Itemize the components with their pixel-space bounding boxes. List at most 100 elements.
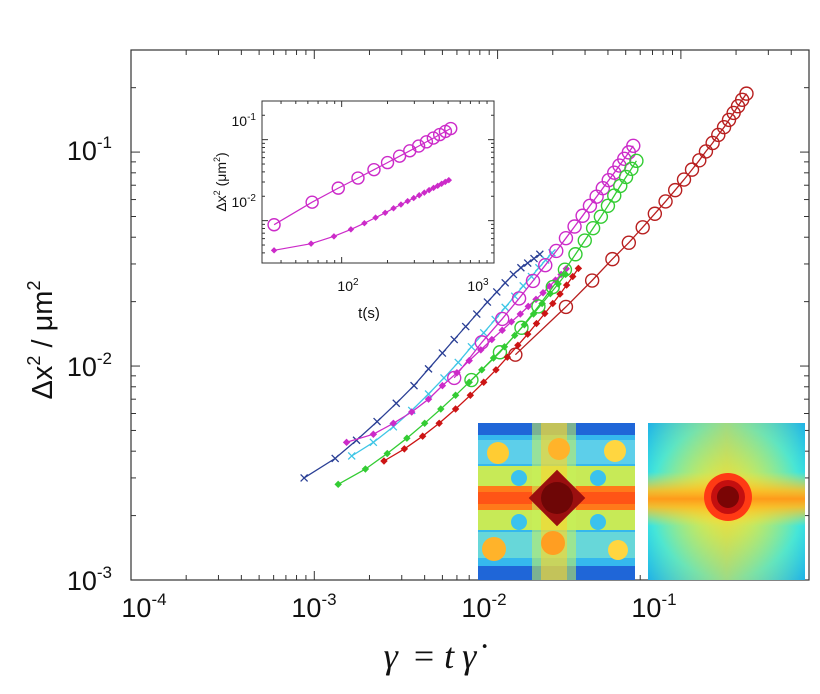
data-point-diamond bbox=[430, 184, 437, 192]
data-point-diamond bbox=[342, 438, 351, 447]
data-point-circle bbox=[635, 220, 650, 235]
series-magenta-diamond bbox=[342, 264, 571, 447]
x-tick-label-1e-3: 10-3 bbox=[291, 590, 336, 623]
x-tick-label-1e-2: 10-2 bbox=[461, 590, 506, 623]
data-point-circle bbox=[593, 209, 609, 224]
data-point-diamond bbox=[532, 295, 540, 304]
data-point-circle bbox=[567, 219, 582, 234]
data-point-x bbox=[450, 335, 459, 344]
data-point-diamond bbox=[524, 302, 532, 311]
data-point-diamond bbox=[492, 366, 500, 374]
data-point-diamond bbox=[410, 194, 417, 202]
data-point-circle bbox=[492, 345, 508, 360]
data-point-x bbox=[300, 473, 309, 482]
data-point-diamond bbox=[541, 309, 549, 318]
data-point-diamond bbox=[424, 395, 433, 403]
data-point-x bbox=[392, 399, 401, 408]
inset-series-group bbox=[267, 121, 458, 254]
series-inset-magenta-diamond bbox=[270, 176, 453, 254]
data-point-diamond bbox=[574, 264, 583, 273]
data-point-circle bbox=[577, 233, 592, 248]
data-point-diamond bbox=[451, 405, 460, 413]
data-point-diamond bbox=[418, 432, 427, 440]
data-point-diamond bbox=[421, 189, 428, 196]
data-point-circle bbox=[618, 169, 634, 185]
data-point-diamond bbox=[407, 408, 416, 416]
data-point-diamond bbox=[361, 219, 368, 227]
data-point-diamond bbox=[361, 465, 370, 473]
data-point-diamond bbox=[437, 405, 445, 413]
data-point-diamond bbox=[532, 319, 541, 328]
data-point-diamond bbox=[330, 233, 338, 240]
series-line-darkred-circle bbox=[514, 93, 748, 356]
data-point-circle bbox=[525, 273, 541, 289]
data-point-circle bbox=[444, 121, 458, 136]
data-point-diamond bbox=[498, 326, 506, 334]
data-point-circle bbox=[531, 299, 546, 314]
data-point-diamond bbox=[334, 480, 342, 489]
inset-x-tick-label-1e3: 103 bbox=[467, 277, 489, 294]
data-point-diamond bbox=[404, 197, 411, 205]
inset-plot-frame bbox=[261, 100, 495, 264]
inset-y-tick-label-1e-1: 10-1 bbox=[232, 112, 257, 129]
data-point-circle bbox=[380, 155, 395, 170]
data-point-x bbox=[472, 310, 481, 319]
data-point-circle bbox=[557, 262, 573, 277]
data-point-circle bbox=[568, 247, 583, 262]
data-point-diamond bbox=[479, 378, 488, 386]
data-point-x bbox=[479, 328, 488, 337]
x-axis-label: γ = t γ̇ bbox=[384, 636, 488, 676]
data-point-diamond bbox=[539, 289, 547, 297]
data-point-circle bbox=[716, 120, 732, 135]
data-point-circle bbox=[601, 172, 616, 188]
data-point-circle bbox=[495, 311, 510, 327]
data-point-circle bbox=[447, 370, 462, 386]
data-point-diamond bbox=[372, 214, 379, 221]
data-point-circle bbox=[474, 335, 489, 350]
diffuse-structure-factor-heatmap bbox=[648, 423, 805, 580]
data-point-diamond bbox=[451, 391, 460, 400]
inset-x-tick-label-1e2: 102 bbox=[337, 277, 359, 294]
series-line-magenta-diamond bbox=[346, 268, 567, 443]
main-plot-frame bbox=[130, 49, 810, 581]
inset-x-axis-label: t(s) bbox=[358, 305, 380, 322]
data-point-diamond bbox=[400, 445, 409, 453]
data-point-x bbox=[501, 278, 510, 287]
data-point-circle bbox=[584, 273, 600, 288]
data-point-diamond bbox=[416, 191, 423, 199]
data-point-circle bbox=[549, 243, 564, 259]
data-point-x bbox=[369, 438, 378, 447]
data-point-diamond bbox=[383, 449, 391, 458]
data-point-diamond bbox=[466, 391, 475, 400]
main-series-group bbox=[300, 86, 754, 489]
data-point-x bbox=[331, 454, 340, 463]
series-navy-x bbox=[300, 250, 544, 482]
x-tick-label-1e-1: 10-1 bbox=[631, 590, 676, 623]
data-point-diamond bbox=[556, 290, 564, 298]
data-point-diamond bbox=[380, 457, 388, 465]
data-point-x bbox=[516, 263, 525, 272]
data-point-x bbox=[410, 381, 418, 390]
data-point-diamond bbox=[507, 318, 516, 326]
data-point-diamond bbox=[369, 430, 378, 438]
data-point-circle bbox=[585, 220, 601, 236]
data-point-circle bbox=[684, 162, 700, 177]
data-point-x bbox=[523, 259, 532, 267]
data-point-circle bbox=[558, 299, 574, 315]
data-point-circle bbox=[558, 230, 574, 246]
data-point-diamond bbox=[270, 247, 278, 254]
data-point-circle bbox=[621, 235, 637, 250]
data-point-x bbox=[440, 373, 448, 382]
series-inset-magenta-circle bbox=[267, 121, 458, 232]
data-point-circle bbox=[605, 251, 620, 267]
data-point-x bbox=[467, 342, 476, 351]
data-point-diamond bbox=[390, 205, 397, 212]
data-point-circle bbox=[508, 347, 523, 362]
y-axis-label: Δx2 / μm2 bbox=[24, 281, 59, 400]
data-point-diamond bbox=[307, 240, 315, 247]
data-point-x bbox=[509, 270, 518, 279]
ordered-structure-factor-heatmap bbox=[478, 423, 635, 580]
data-point-x bbox=[492, 287, 501, 296]
data-point-diamond bbox=[397, 201, 405, 208]
